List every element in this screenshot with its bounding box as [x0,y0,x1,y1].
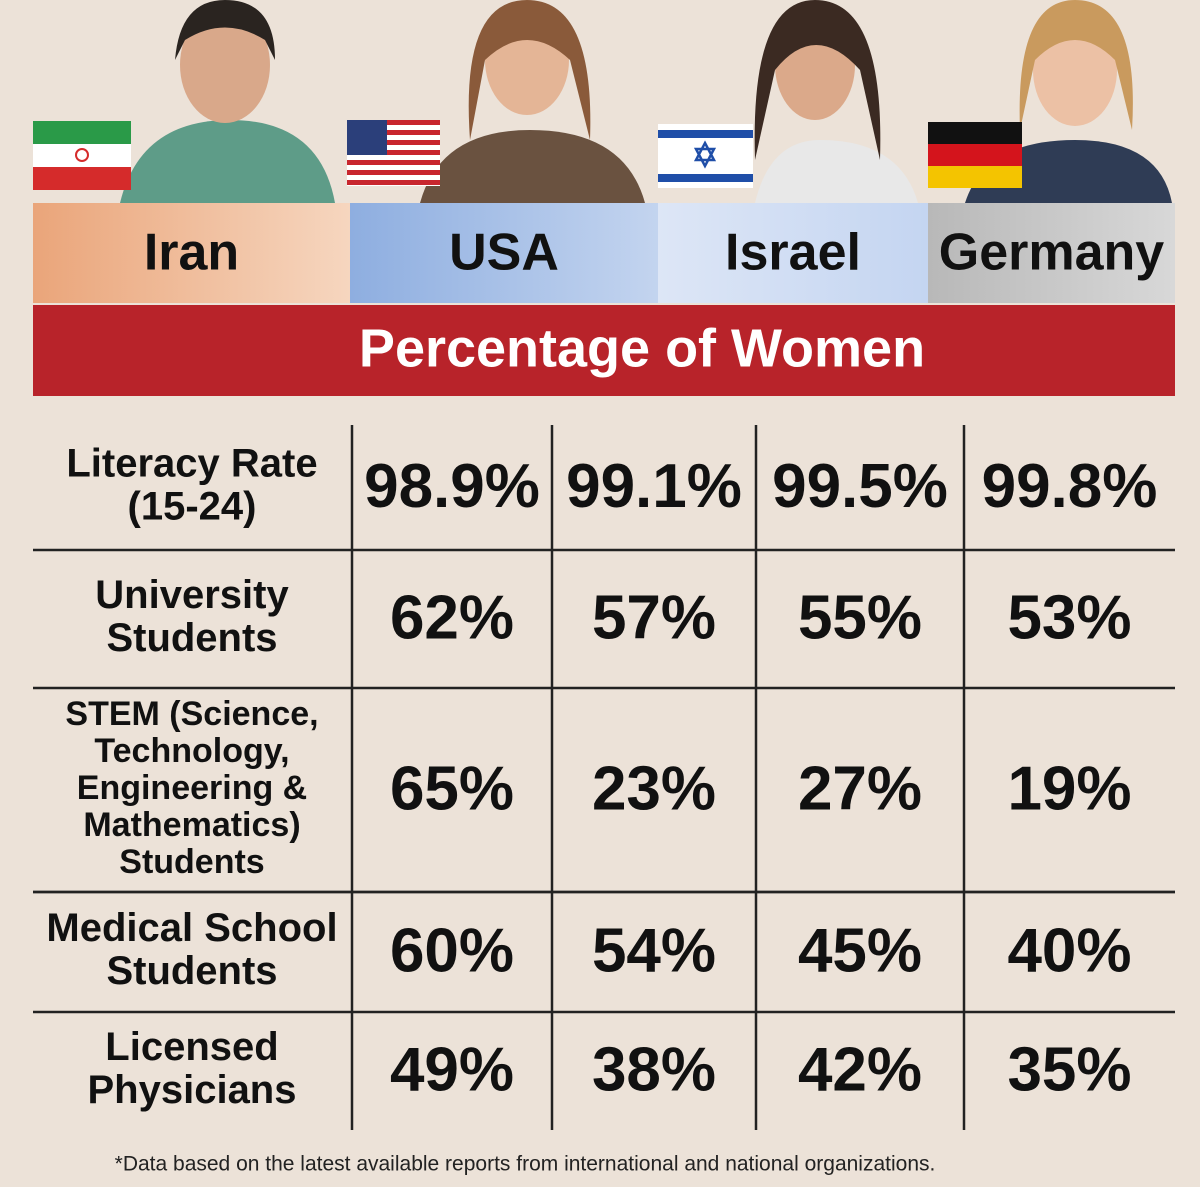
cell-value: 19% [1007,754,1131,823]
country-name: Germany [939,224,1165,282]
row-label: Medical School [46,906,337,950]
portraits [120,0,1172,203]
country-name: USA [449,224,559,282]
cell-value: 45% [798,916,922,985]
banner [33,305,1175,396]
row-label: Literacy Rate [66,442,317,486]
cell-value: 53% [1007,583,1131,652]
footnote: *Data based on the latest available repo… [115,1153,936,1176]
cell-value: 98.9% [364,452,540,521]
row-label: Engineering & [77,769,307,807]
country-cell [928,203,1175,303]
flags [33,120,1022,190]
row-label: Students [106,949,277,993]
country-cell [33,203,350,303]
country-name: Israel [725,224,861,282]
cell-value: 99.1% [566,452,742,521]
row-label: Technology, [94,732,289,770]
cell-value: 55% [798,583,922,652]
cell-value: 62% [390,583,514,652]
row-label: (15-24) [128,485,257,529]
cell-value: 42% [798,1035,922,1104]
row-label: Licensed [105,1025,278,1069]
cell-value: 35% [1007,1035,1131,1104]
cell-value: 99.5% [772,452,948,521]
row-label: Students [119,843,264,881]
row-label: Mathematics) [83,806,300,844]
cell-value: 99.8% [982,452,1158,521]
cell-value: 54% [592,916,716,985]
row-label: Students [106,616,277,660]
cell-value: 23% [592,754,716,823]
cell-value: 27% [798,754,922,823]
banner-text: Percentage of Women [359,318,925,378]
country-cell [350,203,658,303]
country-name: Iran [144,224,239,282]
cell-value: 60% [390,916,514,985]
data-table: Literacy Rate(15-24) 98.9% 99.1% 99.5% 99.8%… [33,425,1175,1130]
cell-value: 65% [390,754,514,823]
row-label: Physicians [87,1068,296,1112]
cell-value: 40% [1007,916,1131,985]
cell-value: 38% [592,1035,716,1104]
row-label: University [95,573,289,617]
cell-value: 57% [592,583,716,652]
country-cell [658,203,928,303]
row-label: STEM (Science, [65,695,318,733]
cell-value: 49% [390,1035,514,1104]
country-header: Iran USA Israel Germany [33,203,1175,303]
